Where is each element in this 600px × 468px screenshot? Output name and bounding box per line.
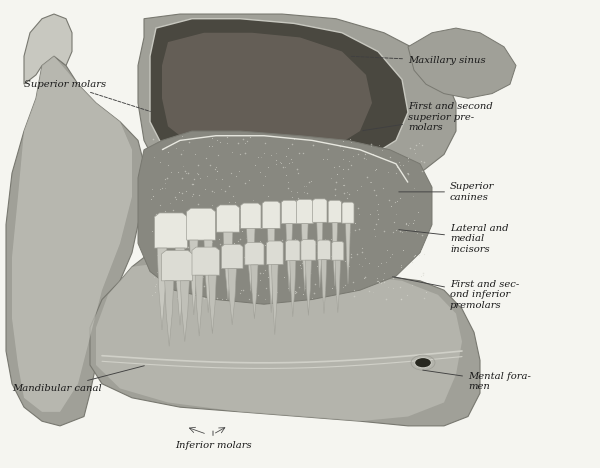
- Polygon shape: [223, 232, 233, 300]
- Polygon shape: [157, 248, 167, 330]
- Polygon shape: [332, 241, 344, 260]
- Polygon shape: [164, 281, 174, 346]
- Polygon shape: [247, 228, 255, 292]
- Polygon shape: [266, 241, 283, 264]
- Polygon shape: [90, 253, 480, 426]
- Polygon shape: [96, 262, 462, 421]
- Polygon shape: [241, 203, 261, 228]
- Polygon shape: [317, 240, 331, 260]
- Polygon shape: [138, 14, 456, 192]
- Polygon shape: [154, 213, 187, 248]
- Text: First and second
superior pre-
molars: First and second superior pre- molars: [363, 102, 493, 132]
- Polygon shape: [175, 248, 185, 325]
- Polygon shape: [408, 28, 516, 98]
- Polygon shape: [281, 200, 297, 224]
- Polygon shape: [187, 208, 215, 240]
- Polygon shape: [150, 19, 408, 178]
- Polygon shape: [290, 261, 296, 317]
- Polygon shape: [328, 200, 341, 223]
- Text: Superior
canines: Superior canines: [399, 182, 494, 202]
- Polygon shape: [12, 56, 132, 412]
- Polygon shape: [6, 56, 144, 426]
- Polygon shape: [342, 202, 354, 223]
- Polygon shape: [228, 269, 236, 325]
- Polygon shape: [296, 199, 313, 224]
- Polygon shape: [192, 247, 220, 275]
- Polygon shape: [24, 14, 72, 84]
- Polygon shape: [302, 224, 308, 292]
- Polygon shape: [221, 244, 243, 269]
- Polygon shape: [313, 199, 327, 222]
- Polygon shape: [180, 281, 190, 342]
- Polygon shape: [138, 131, 432, 304]
- Text: Mandibular canal: Mandibular canal: [12, 366, 145, 393]
- Polygon shape: [217, 205, 239, 232]
- Polygon shape: [301, 240, 316, 260]
- Polygon shape: [262, 201, 280, 228]
- Polygon shape: [322, 260, 326, 314]
- Text: First and sec-
ond inferior
premolars: First and sec- ond inferior premolars: [393, 277, 519, 310]
- Polygon shape: [161, 250, 193, 281]
- Polygon shape: [204, 240, 212, 313]
- Polygon shape: [332, 223, 337, 286]
- Text: Inferior molars: Inferior molars: [175, 431, 251, 450]
- Polygon shape: [209, 275, 217, 334]
- Polygon shape: [317, 222, 323, 288]
- Text: Superior molars: Superior molars: [24, 80, 151, 111]
- Text: Maxillary sinus: Maxillary sinus: [351, 56, 485, 66]
- Polygon shape: [251, 265, 258, 319]
- Polygon shape: [162, 33, 372, 159]
- Polygon shape: [286, 224, 293, 292]
- Polygon shape: [335, 260, 340, 313]
- Text: Mental fora-
men: Mental fora- men: [423, 370, 531, 391]
- Polygon shape: [245, 242, 264, 265]
- Polygon shape: [268, 228, 275, 313]
- Polygon shape: [305, 260, 311, 315]
- Polygon shape: [271, 264, 278, 335]
- Text: Lateral and
medial
incisors: Lateral and medial incisors: [399, 224, 509, 254]
- Ellipse shape: [415, 358, 431, 368]
- Polygon shape: [196, 275, 203, 336]
- Polygon shape: [190, 240, 198, 315]
- Polygon shape: [286, 240, 300, 261]
- Polygon shape: [346, 223, 350, 284]
